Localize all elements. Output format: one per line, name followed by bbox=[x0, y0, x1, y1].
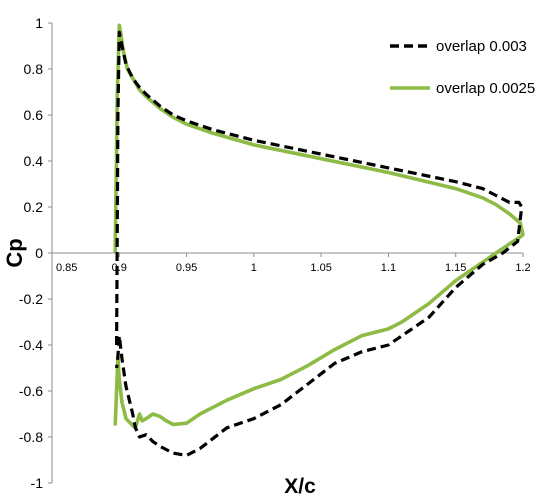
x-axis-title: X/c bbox=[284, 475, 316, 498]
y-tick-label: -1 bbox=[31, 475, 44, 491]
y-tick-label: 0.4 bbox=[24, 153, 44, 169]
y-tick-label: 1 bbox=[35, 15, 43, 31]
y-tick-label: -0.6 bbox=[19, 383, 43, 399]
axes bbox=[48, 22, 524, 484]
series-line-0 bbox=[115, 30, 524, 457]
series-group bbox=[113, 23, 525, 457]
y-axis-title: Cp bbox=[2, 238, 27, 267]
x-tick-label: 1.05 bbox=[310, 262, 331, 274]
y-tick-label: 0.2 bbox=[24, 199, 44, 215]
x-tick-label: 1.1 bbox=[381, 262, 396, 274]
y-tick-label: -0.4 bbox=[19, 337, 43, 353]
legend-label-overlap-0003: overlap 0.003 bbox=[436, 38, 527, 55]
y-tick-label: -0.2 bbox=[19, 291, 43, 307]
x-tick-label: 1 bbox=[251, 262, 257, 274]
series-line-1 bbox=[113, 23, 525, 430]
legend: overlap 0.003 overlap 0.0025 bbox=[390, 38, 535, 97]
x-tick-label: 0.95 bbox=[176, 262, 197, 274]
x-tick-label: 0.85 bbox=[56, 262, 77, 274]
y-tick-label: 0 bbox=[35, 245, 43, 261]
x-tick-label: 1.2 bbox=[515, 262, 530, 274]
tick-labels: 1 0.8 0.6 0.4 0.2 0 -0.2 -0.4 -0.6 -0.8 -1 0.85 0.9 0… bbox=[19, 15, 531, 491]
x-tick-label: 1.15 bbox=[445, 262, 466, 274]
y-tick-label: 0.6 bbox=[24, 107, 44, 123]
x-tick-label: 0.9 bbox=[112, 262, 127, 274]
y-tick-label: 0.8 bbox=[24, 61, 44, 77]
legend-label-overlap-00025: overlap 0.0025 bbox=[436, 80, 535, 97]
y-tick-label: -0.8 bbox=[19, 429, 43, 445]
